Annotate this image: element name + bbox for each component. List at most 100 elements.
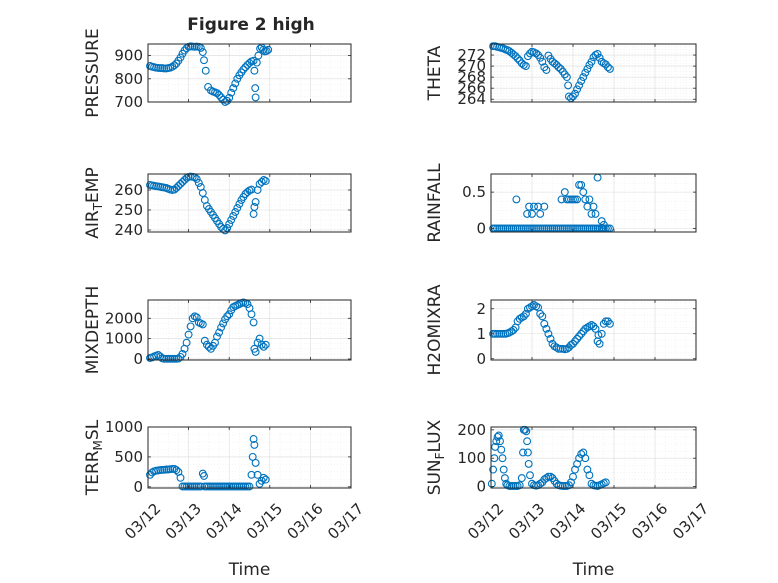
- data-point: [511, 52, 520, 61]
- data-point: [589, 322, 598, 331]
- data-point: [554, 344, 563, 353]
- data-point: [517, 59, 526, 68]
- data-point: [532, 49, 541, 58]
- data-point: [247, 470, 256, 479]
- data-point: [178, 349, 187, 358]
- data-point: [215, 328, 224, 337]
- data-point: [579, 73, 588, 82]
- y-axis-label: PRESSURE: [83, 28, 103, 117]
- data-point: [577, 329, 586, 338]
- data-point: [219, 319, 228, 328]
- series-markers: [489, 301, 614, 354]
- data-point: [575, 81, 584, 90]
- y-tick-label: 0: [476, 219, 486, 237]
- data-point: [587, 57, 596, 66]
- y-axis-label: TERRMSL: [83, 419, 105, 496]
- data-point: [591, 324, 600, 333]
- data-point: [513, 54, 522, 63]
- data-point: [233, 204, 242, 212]
- data-point: [225, 220, 234, 228]
- data-point: [231, 79, 240, 88]
- data-point: [229, 84, 238, 93]
- data-point: [544, 472, 553, 481]
- data-point: [176, 53, 185, 62]
- data-point: [605, 64, 614, 73]
- data-point: [554, 63, 563, 72]
- minor-grid: [148, 300, 351, 360]
- data-point: [603, 63, 612, 72]
- data-point: [182, 338, 191, 347]
- data-point: [550, 59, 559, 68]
- x-tick-label: 03/12: [121, 500, 164, 543]
- data-point: [581, 68, 590, 77]
- data-point: [215, 91, 224, 99]
- data-point: [227, 482, 236, 491]
- data-point: [530, 202, 538, 211]
- data-point: [217, 323, 226, 332]
- data-point: [204, 342, 213, 351]
- series-markers: [146, 298, 270, 363]
- data-point: [257, 340, 266, 349]
- data-point: [243, 300, 252, 309]
- y-tick-label: 700: [114, 93, 143, 111]
- data-point: [200, 472, 208, 480]
- data-point: [523, 437, 532, 446]
- data-point: [247, 310, 256, 319]
- data-point: [575, 180, 584, 189]
- data-point: [595, 339, 604, 348]
- y-tick-label: 264: [457, 90, 486, 108]
- data-point: [522, 427, 531, 436]
- data-point: [560, 188, 569, 197]
- data-point: [521, 309, 530, 318]
- data-point: [564, 195, 573, 204]
- x-tick-label: 03/13: [505, 500, 548, 543]
- data-point: [160, 64, 169, 73]
- data-point: [493, 432, 502, 441]
- data-point: [569, 339, 577, 348]
- data-point: [577, 450, 586, 458]
- data-point: [250, 440, 259, 449]
- data-point: [532, 302, 541, 311]
- data-point: [581, 195, 590, 204]
- data-point: [262, 47, 271, 55]
- data-point: [540, 202, 549, 211]
- axes-frame: [147, 299, 352, 361]
- y-tick-label: 0: [476, 478, 486, 496]
- data-point: [247, 185, 256, 194]
- x-tick-label: 03/14: [202, 500, 245, 543]
- data-point: [217, 93, 226, 102]
- data-point: [583, 465, 592, 474]
- x-tick-label: 03/14: [546, 500, 589, 543]
- data-point: [200, 482, 209, 491]
- data-point: [251, 93, 260, 102]
- data-point: [573, 195, 582, 204]
- y-axis-label: SUNFLUX: [425, 419, 447, 495]
- data-point: [519, 312, 528, 321]
- y-tick-label: 500: [114, 448, 143, 466]
- x-tick-label: 03/16: [283, 500, 326, 543]
- data-point: [257, 178, 266, 186]
- data-point: [250, 66, 259, 75]
- data-point: [552, 61, 561, 69]
- data-point: [525, 202, 534, 211]
- data-point: [571, 89, 579, 98]
- data-point: [571, 337, 579, 346]
- y-tick-label: 272: [457, 46, 486, 64]
- data-point: [223, 224, 232, 232]
- series-markers: [489, 42, 614, 103]
- data-point: [571, 195, 579, 204]
- subplot-1: 700 800 900 PRESSURE: [83, 28, 352, 118]
- data-point: [198, 48, 207, 57]
- data-point: [251, 347, 260, 356]
- y-tick-label: 900: [114, 47, 143, 65]
- data-point: [259, 473, 268, 482]
- data-point: [505, 482, 514, 490]
- data-point: [519, 448, 527, 457]
- data-point: [491, 442, 500, 451]
- data-point: [251, 198, 260, 206]
- data-point: [243, 188, 252, 196]
